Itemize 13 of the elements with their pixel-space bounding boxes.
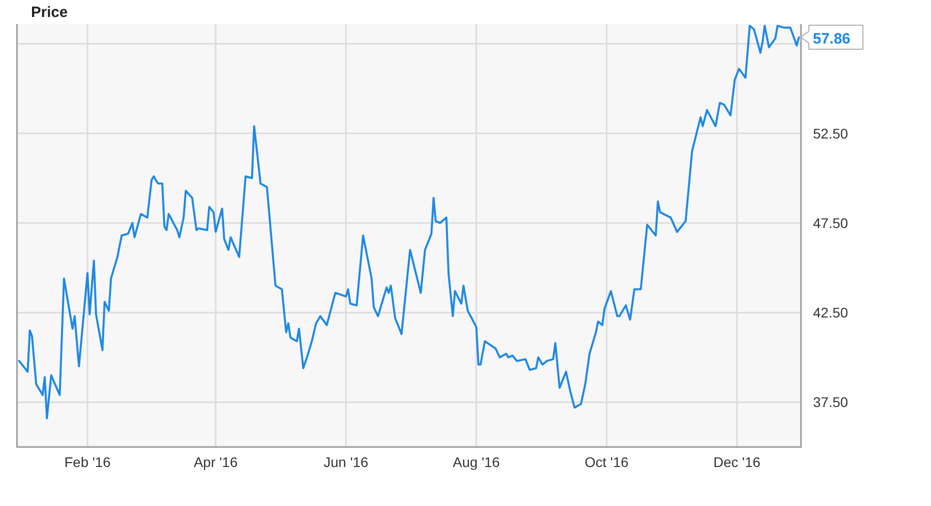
- chart-title: Price: [31, 4, 68, 21]
- line-series: [18, 24, 800, 420]
- x-tick-label: Feb '16: [64, 454, 111, 470]
- y-tick-label: 47.50: [813, 214, 848, 231]
- x-tick-label: Jun '16: [324, 454, 369, 470]
- y-tick-label: 37.50: [813, 394, 848, 410]
- x-tick-label: Dec '16: [713, 454, 761, 470]
- y-tick-label: 52.50: [813, 125, 848, 142]
- x-tick-label: Aug '16: [452, 454, 500, 470]
- x-tick-label: Oct '16: [584, 454, 629, 470]
- x-tick-label: Apr '16: [194, 454, 238, 470]
- annotation: 57.86: [812, 30, 850, 48]
- y-tick-label: 42.50: [813, 304, 848, 321]
